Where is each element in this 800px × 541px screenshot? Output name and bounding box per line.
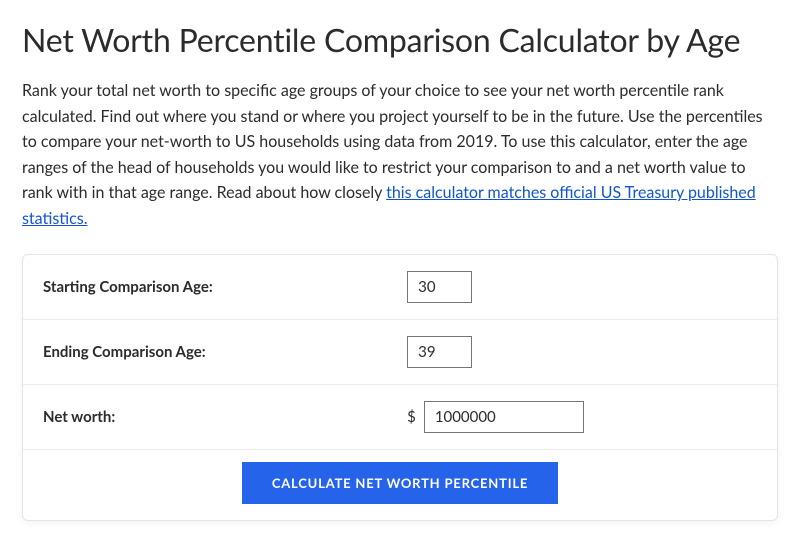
ending-age-input-wrap [407,336,472,368]
net-worth-input-wrap: $ [407,401,584,433]
page-title: Net Worth Percentile Comparison Calculat… [22,20,778,60]
ending-age-input[interactable] [407,336,472,368]
net-worth-input[interactable] [424,401,584,433]
net-worth-row: Net worth: $ [23,385,777,450]
calculator-card: Starting Comparison Age: Ending Comparis… [22,254,778,521]
description-paragraph: Rank your total net worth to specific ag… [22,78,778,232]
calculate-button[interactable]: CALCULATE NET WORTH PERCENTILE [242,462,558,504]
starting-age-input-wrap [407,271,472,303]
starting-age-row: Starting Comparison Age: [23,255,777,320]
button-row: CALCULATE NET WORTH PERCENTILE [23,450,777,520]
starting-age-label: Starting Comparison Age: [43,278,407,296]
dollar-sign-icon: $ [407,408,416,426]
net-worth-label: Net worth: [43,408,407,426]
ending-age-row: Ending Comparison Age: [23,320,777,385]
ending-age-label: Ending Comparison Age: [43,343,407,361]
starting-age-input[interactable] [407,271,472,303]
